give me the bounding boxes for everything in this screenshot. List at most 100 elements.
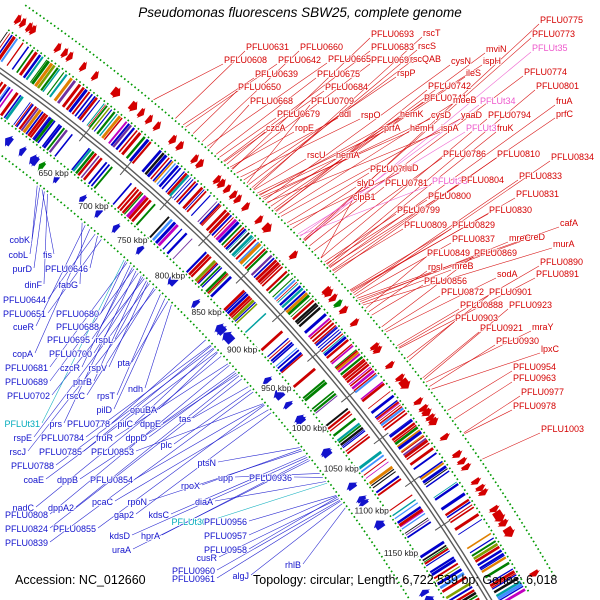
gene-label[interactable]: PFLU0646: [44, 263, 89, 275]
gene-label[interactable]: mviN: [485, 43, 507, 55]
gene-label[interactable]: hemH: [409, 122, 435, 134]
gene-label[interactable]: PFLU0809: [403, 219, 448, 231]
gene-label[interactable]: ileS: [465, 67, 482, 79]
gene-label[interactable]: sodA: [496, 268, 518, 280]
gene-label[interactable]: PFLU0741: [423, 92, 468, 104]
gene-label[interactable]: PFLU0903: [454, 312, 499, 324]
gene-label[interactable]: PFLU0891: [535, 268, 580, 280]
gene-label[interactable]: PFLUt32: [465, 122, 502, 134]
gene-label[interactable]: rspL: [95, 334, 114, 346]
gene-label[interactable]: PFLU0702: [6, 390, 51, 402]
gene-label[interactable]: PFLU0963: [512, 372, 557, 384]
gene-label[interactable]: fabG: [58, 279, 79, 291]
gene-label[interactable]: PFLU0853: [90, 446, 135, 458]
gene-label[interactable]: PFLU0869: [473, 247, 518, 259]
gene-label[interactable]: PFLU0831: [515, 188, 560, 200]
gene-label[interactable]: PFLU0631: [245, 41, 290, 53]
gene-label[interactable]: prfA: [383, 122, 401, 134]
gene-label[interactable]: PFLU0665: [327, 53, 372, 65]
gene-label[interactable]: PFLU0608: [223, 54, 268, 66]
gene-label[interactable]: pilC: [117, 418, 135, 430]
gene-label[interactable]: PFLUt33: [431, 175, 468, 187]
gene-label[interactable]: PFLU0872: [440, 286, 485, 298]
gene-label[interactable]: cysN: [450, 55, 472, 67]
gene-label[interactable]: PFLU0960: [171, 565, 216, 577]
gene-label[interactable]: PFLU0978: [512, 400, 557, 412]
gene-label[interactable]: opuBA: [129, 404, 158, 416]
gene-label[interactable]: prs: [49, 418, 64, 430]
gene-label[interactable]: rscJ: [9, 446, 27, 458]
gene-label[interactable]: dppA2: [47, 502, 75, 514]
gene-label[interactable]: rspO: [360, 109, 381, 121]
gene-label[interactable]: PFLU0849: [426, 247, 471, 259]
gene-label[interactable]: PFLU0709: [310, 95, 355, 107]
gene-label[interactable]: nadC: [12, 502, 36, 514]
gene-label[interactable]: ispA: [440, 122, 459, 134]
gene-label[interactable]: mreD: [522, 231, 546, 243]
gene-label[interactable]: PFLU0693: [370, 28, 415, 40]
gene-label[interactable]: PFLU0956: [203, 516, 248, 528]
gene-label[interactable]: PFLU0775: [539, 14, 584, 26]
gene-label[interactable]: kdsD: [109, 530, 132, 542]
gene-label[interactable]: PFLU0755: [369, 163, 414, 175]
gene-label[interactable]: PFLU0774: [523, 66, 568, 78]
gene-label[interactable]: PFLU0829: [451, 219, 496, 231]
gene-label[interactable]: PFLU0854: [89, 474, 134, 486]
gene-label[interactable]: PFLU0680: [55, 308, 100, 320]
gene-label[interactable]: uraA: [111, 544, 132, 556]
gene-label[interactable]: PFLU0890: [539, 256, 584, 268]
gene-label[interactable]: fruR: [95, 432, 114, 444]
gene-label[interactable]: pcaC: [91, 496, 114, 508]
gene-label[interactable]: PFLU0830: [488, 204, 533, 216]
gene-label[interactable]: rpoX: [180, 480, 201, 492]
gene-label[interactable]: PFLU0644: [2, 294, 47, 306]
gene-label[interactable]: rhlB: [284, 559, 302, 571]
gene-label[interactable]: clpB1: [352, 191, 376, 203]
gene-label[interactable]: PFLU0808: [4, 509, 49, 521]
gene-label[interactable]: fis: [42, 249, 53, 261]
gene-label[interactable]: yaaD: [460, 109, 483, 121]
gene-label[interactable]: PFLU1003: [540, 423, 585, 435]
gene-label[interactable]: tas: [178, 413, 192, 425]
gene-label[interactable]: PFLU0936: [248, 472, 293, 484]
gene-label[interactable]: PFLU0668: [249, 95, 294, 107]
gene-label[interactable]: PFLUt30: [171, 516, 208, 528]
gene-label[interactable]: PFLU0650: [237, 81, 282, 93]
gene-label[interactable]: PFLU0675: [316, 68, 361, 80]
gene-label[interactable]: PFLU0689: [4, 376, 49, 388]
gene-label[interactable]: rscC: [66, 390, 87, 402]
gene-label[interactable]: hemK: [399, 108, 424, 120]
gene-label[interactable]: cueR: [12, 321, 35, 333]
gene-label[interactable]: PFLUt34: [479, 95, 516, 107]
gene-label[interactable]: PFLU0954: [512, 361, 557, 373]
gene-label[interactable]: rscU: [306, 149, 326, 161]
gene-label[interactable]: PFLU0958: [203, 544, 248, 556]
gene-label[interactable]: cafA: [559, 217, 579, 229]
gene-label[interactable]: PFLU0688: [55, 321, 100, 333]
gene-label[interactable]: rscS: [417, 40, 437, 52]
gene-label[interactable]: cobK: [9, 234, 31, 246]
gene-label[interactable]: hemA: [335, 149, 360, 161]
gene-label[interactable]: PFLU0681: [4, 362, 49, 374]
gene-label[interactable]: PFLU0695: [46, 334, 91, 346]
gene-label[interactable]: murA: [552, 238, 575, 250]
gene-label[interactable]: mreB: [451, 260, 474, 272]
gene-label[interactable]: PFLU0923: [508, 299, 553, 311]
gene-label[interactable]: PFLU0804: [460, 174, 505, 186]
gene-label[interactable]: PFLU0834: [550, 151, 595, 163]
gene-label[interactable]: PFLU0977: [520, 386, 565, 398]
gene-label[interactable]: PFLU0810: [496, 148, 541, 160]
gene-label[interactable]: pta: [117, 357, 131, 369]
gene-label[interactable]: ddl: [338, 108, 352, 120]
gene-label[interactable]: purD: [12, 263, 34, 275]
gene-label[interactable]: dppB: [56, 474, 79, 486]
gene-label[interactable]: PFLUt31: [4, 418, 41, 430]
gene-label[interactable]: plc: [160, 439, 174, 451]
gene-label[interactable]: dinF: [24, 279, 44, 291]
gene-label[interactable]: pilD: [96, 404, 114, 416]
gene-label[interactable]: PFLU0642: [277, 54, 322, 66]
gene-label[interactable]: hprA: [140, 530, 161, 542]
gene-label[interactable]: PFLUt35: [531, 42, 568, 54]
gene-label[interactable]: PFLU0888: [459, 299, 504, 311]
gene-label[interactable]: cusR: [196, 552, 219, 564]
